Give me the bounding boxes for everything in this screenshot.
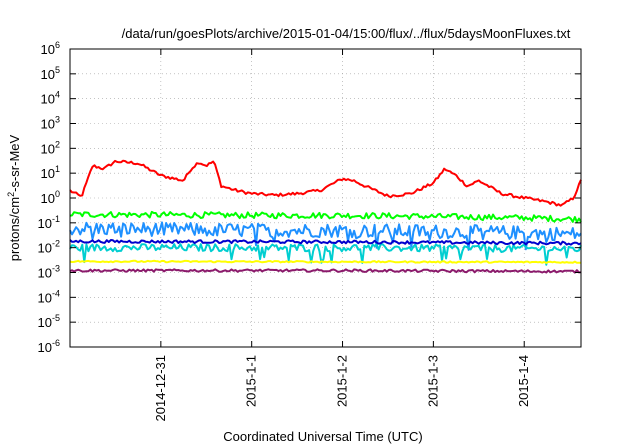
x-axis-ticks: 2014-12-31 2015-1-1 2015-1-2 2015-1-3 2015-1… [153, 49, 531, 422]
series-line-5 [69, 239, 582, 246]
y-tick-label: 102 [41, 139, 60, 156]
chart-title: /data/run/goesPlots/archive/2015-01-04/1… [122, 26, 571, 41]
y-tick-label: 100 [41, 189, 60, 206]
series-line-1 [69, 159, 582, 207]
y-tick-label: 103 [41, 115, 60, 132]
y-label-post: -s-sr-MeV [7, 134, 22, 191]
y-axis-ticks: 10-6 10-5 10-4 10-3 10-2 10-1 100 101 102 103 104 1… [38, 40, 581, 355]
y-tick-label: 10-2 [38, 239, 60, 256]
y-tick-label: 10-4 [38, 288, 60, 305]
y-tick-label: 10-5 [38, 313, 60, 330]
series-line-6 [69, 259, 582, 264]
series-group [69, 159, 582, 274]
series-line-2 [69, 210, 582, 223]
series-line-3 [69, 221, 582, 251]
y-tick-label: 101 [41, 164, 60, 181]
y-tick-label: 104 [41, 90, 60, 107]
y-axis-label: protons/cm2-s-sr-MeV [6, 134, 22, 261]
y-label-pre: protons/cm [7, 197, 22, 261]
x-tick-label: 2015-1-2 [335, 355, 350, 407]
x-tick-label: 2015-1-4 [516, 355, 531, 407]
y-tick-label: 10-3 [38, 264, 60, 281]
x-tick-label: 2015-1-1 [244, 355, 259, 407]
x-tick-label: 2015-1-3 [425, 355, 440, 407]
y-tick-label: 10-1 [38, 214, 60, 231]
y-tick-label: 10-6 [38, 338, 60, 355]
y-tick-label: 106 [41, 40, 60, 57]
x-tick-label: 2014-12-31 [153, 355, 168, 422]
series-line-4 [69, 243, 582, 266]
y-tick-label: 105 [41, 65, 60, 82]
series-line-7 [69, 268, 582, 274]
x-axis-label: Coordinated Universal Time (UTC) [223, 429, 422, 444]
grid-lines [70, 49, 581, 347]
y-label-sup: 2 [6, 192, 16, 197]
